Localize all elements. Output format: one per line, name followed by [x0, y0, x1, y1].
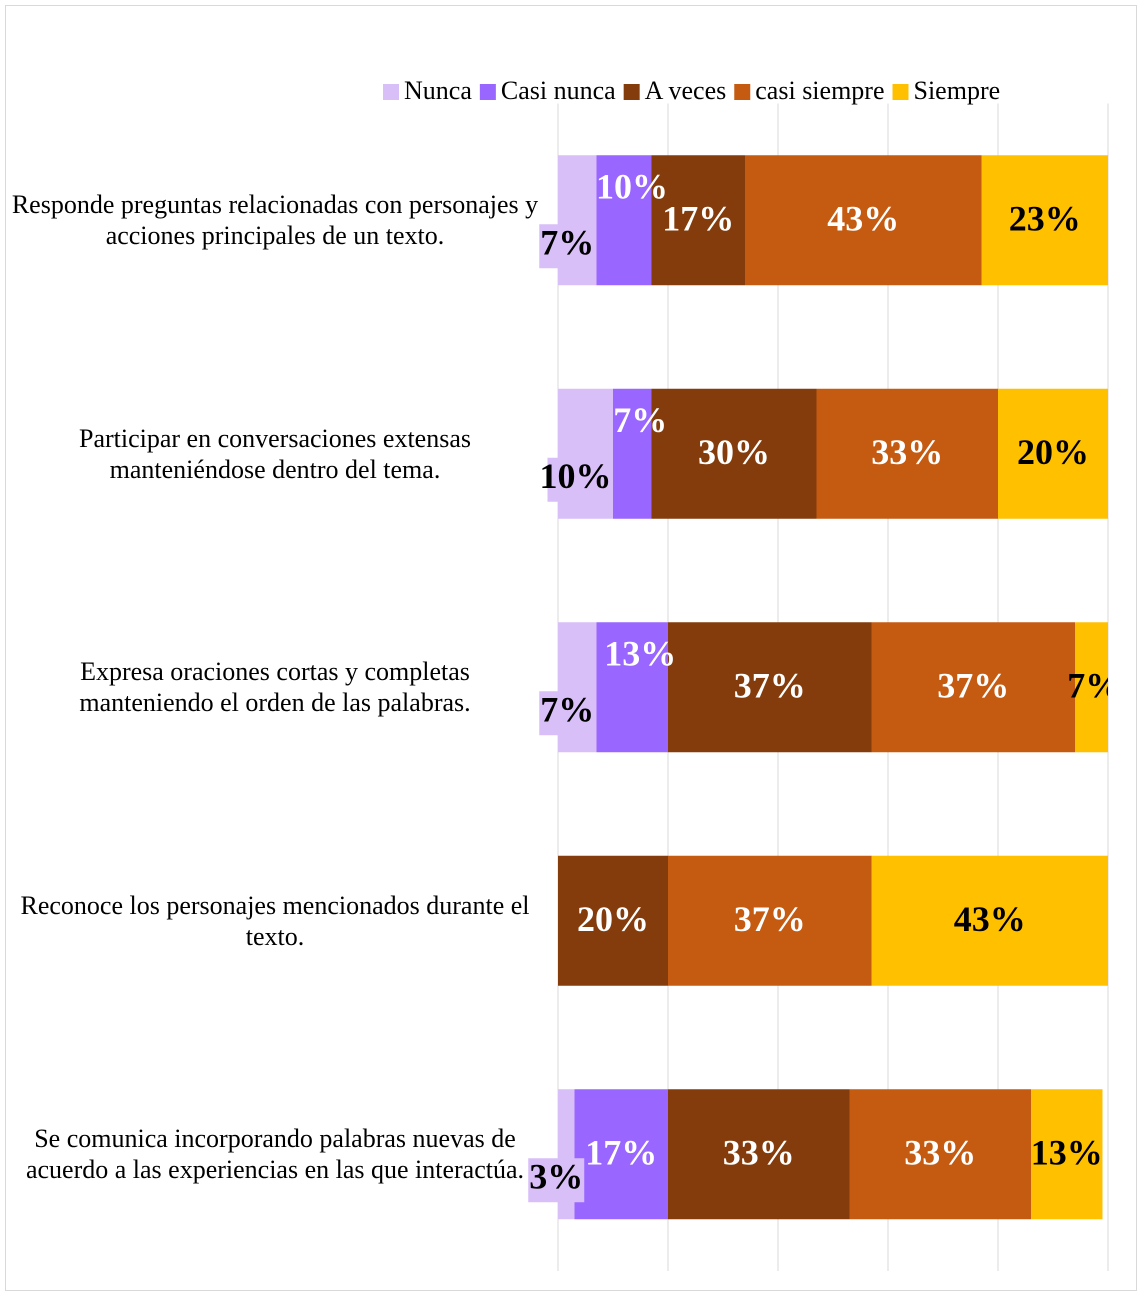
data-label: 3% — [529, 1157, 583, 1197]
bar-segment — [981, 155, 1108, 286]
data-label: 7% — [1067, 666, 1121, 706]
legend-label: Casi nunca — [501, 76, 616, 105]
data-label: 37% — [734, 666, 806, 706]
data-label: 10% — [540, 456, 612, 496]
bar-segment — [596, 155, 652, 286]
data-label: 30% — [698, 432, 770, 472]
label-background — [539, 224, 596, 269]
legend-swatch — [734, 84, 751, 100]
bar-segment — [574, 1089, 668, 1220]
data-label: 37% — [937, 666, 1009, 706]
bar-segment — [871, 855, 1108, 986]
data-label: 23% — [1009, 199, 1081, 239]
data-label: 33% — [904, 1133, 976, 1173]
data-label: 43% — [954, 899, 1026, 939]
legend-swatch — [383, 84, 399, 100]
data-label: 10% — [596, 167, 668, 207]
category-label: Se comunica incorporando palabras nuevas… — [25, 1124, 525, 1185]
data-label: 17% — [585, 1133, 657, 1173]
bar-segment — [558, 855, 668, 986]
bar-segment — [998, 388, 1108, 519]
label-background — [528, 1158, 585, 1203]
bar-segment — [668, 622, 872, 753]
category-label: Reconoce los personajes mencionados dura… — [20, 890, 530, 951]
legend-label: A veces — [645, 76, 727, 105]
legend-swatch — [623, 84, 640, 100]
legend-label: casi siempre — [755, 76, 884, 105]
data-label: 17% — [662, 199, 734, 239]
bar-segment — [668, 1089, 850, 1220]
data-label: 13% — [604, 634, 676, 674]
label-background — [547, 457, 604, 502]
category-label: Responde preguntas relacionadas con pers… — [11, 190, 539, 251]
legend-swatch — [479, 84, 496, 100]
data-label: 37% — [734, 899, 806, 939]
data-label: 20% — [1017, 432, 1089, 472]
bar-segment — [613, 388, 652, 519]
label-background — [539, 691, 596, 736]
bar-segment — [668, 855, 872, 986]
bar-segment — [596, 622, 668, 753]
plot-area: 17% 43% 23% 30% 33% 20% 37% 37% 7% 20% 37% 43% 17% 33… — [558, 155, 1121, 1220]
data-label: 43% — [827, 199, 899, 239]
data-label: 7% — [613, 400, 667, 440]
data-label: 33% — [723, 1133, 795, 1173]
bar-segment — [849, 1089, 1031, 1220]
legend-swatch — [892, 84, 909, 100]
data-label: 33% — [871, 432, 943, 472]
bar-segment — [651, 388, 817, 519]
bar-segment — [816, 388, 998, 519]
bar-segment — [871, 622, 1075, 753]
bar-segment — [651, 155, 745, 286]
data-label: 13% — [1031, 1133, 1103, 1173]
data-label: 7% — [540, 690, 594, 730]
bar-segment — [1075, 622, 1108, 753]
data-label: 20% — [577, 899, 649, 939]
category-label: Participar en conversaciones extensas ma… — [78, 423, 471, 484]
category-label: Expresa oraciones cortas y completas man… — [79, 657, 471, 718]
bar-segment — [745, 155, 982, 286]
legend-label: Nunca — [404, 76, 472, 105]
bar-segment — [1031, 1089, 1103, 1220]
data-label: 7% — [540, 223, 594, 263]
legend-label: Siempre — [914, 76, 1001, 105]
